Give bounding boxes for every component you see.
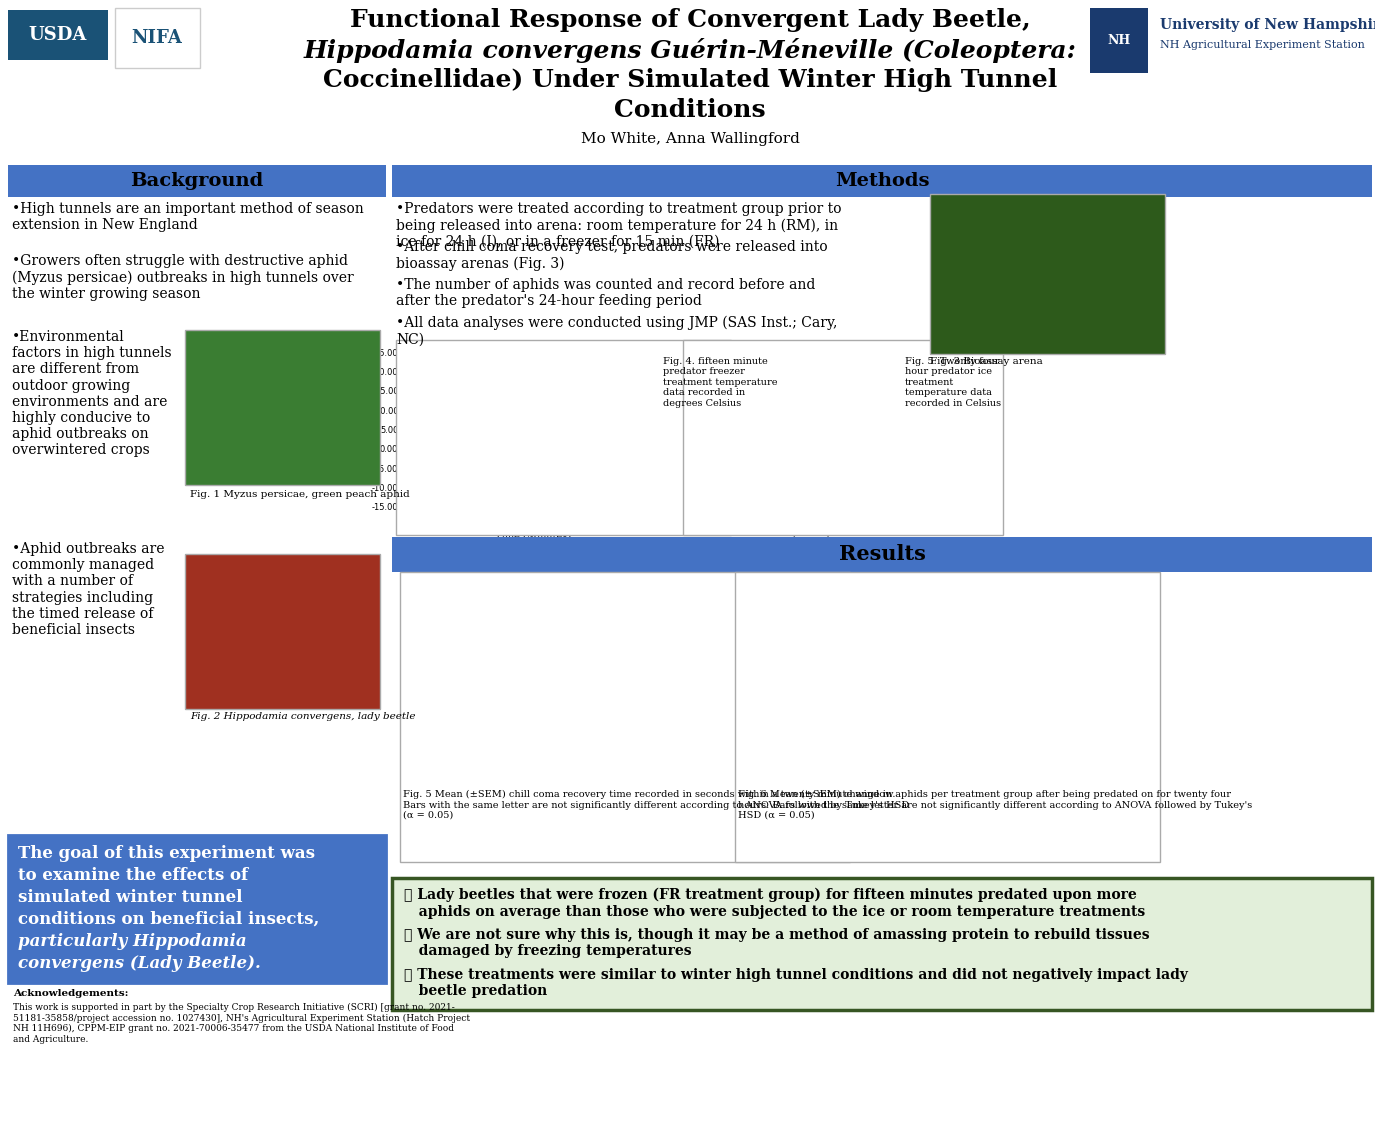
Text: University of New Hampshire: University of New Hampshire bbox=[1160, 18, 1375, 32]
Text: Fig. 3 Bioassay arena: Fig. 3 Bioassay arena bbox=[930, 357, 1042, 366]
Bar bbox=[1090, 8, 1148, 73]
Bar bbox=[8, 10, 109, 60]
Text: Fig. 5. Twenty four
hour predator ice
treatment
temperature data
recorded in Cel: Fig. 5. Twenty four hour predator ice tr… bbox=[905, 357, 1001, 407]
Y-axis label: Temperature (°C): Temperature (°C) bbox=[660, 386, 668, 472]
Bar bbox=[446, 660, 663, 699]
X-axis label: Predator Treatment Group: Predator Treatment Group bbox=[844, 807, 996, 817]
Text: B: B bbox=[1011, 709, 1019, 719]
Y-axis label: Temperature (°C): Temperature (°C) bbox=[358, 386, 366, 472]
Bar bbox=[392, 165, 1372, 197]
Text: NH: NH bbox=[1107, 34, 1130, 46]
Bar bbox=[396, 340, 732, 536]
Text: A: A bbox=[707, 747, 716, 760]
Text: ❖ These treatments were similar to winter high tunnel conditions and did not neg: ❖ These treatments were similar to winte… bbox=[404, 968, 1188, 998]
Bar bbox=[392, 878, 1372, 1010]
Bar bbox=[1090, 8, 1370, 73]
Text: •Environmental
factors in high tunnels
are different from
outdoor growing
enviro: •Environmental factors in high tunnels a… bbox=[12, 330, 172, 458]
Text: This work is supported in part by the Specialty Crop Research Initiative (SCRI) : This work is supported in part by the Sp… bbox=[12, 1004, 470, 1044]
Bar bbox=[186, 330, 380, 485]
Text: •After chill coma recovery test, predators were released into
bioassay arenas (F: •After chill coma recovery test, predato… bbox=[396, 240, 828, 271]
Text: Fig. 2 Hippodamia convergens, lady beetle: Fig. 2 Hippodamia convergens, lady beetl… bbox=[190, 712, 415, 721]
Text: Coccinellidae) Under Simulated Winter High Tunnel: Coccinellidae) Under Simulated Winter Hi… bbox=[323, 68, 1057, 92]
X-axis label: Time (Minutes): Time (Minutes) bbox=[495, 531, 571, 540]
Bar bbox=[991, 606, 1038, 741]
Text: A: A bbox=[821, 618, 829, 628]
Text: ❖ Lady beetles that were frozen (FR treatment group) for fifteen minutes predate: ❖ Lady beetles that were frozen (FR trea… bbox=[404, 888, 1145, 919]
Text: •Predators were treated according to treatment group prior to
being released int: •Predators were treated according to tre… bbox=[396, 202, 842, 249]
Text: NH Agricultural Experiment Station: NH Agricultural Experiment Station bbox=[1160, 40, 1365, 50]
Text: The goal of this experiment was: The goal of this experiment was bbox=[18, 845, 315, 862]
Text: C: C bbox=[1011, 749, 1019, 759]
Text: Fig. 1 Myzus persicae, green peach aphid: Fig. 1 Myzus persicae, green peach aphid bbox=[190, 490, 410, 500]
Text: USDA: USDA bbox=[29, 26, 87, 44]
Y-axis label: Predator Treatment Group: Predator Treatment Group bbox=[403, 604, 412, 755]
Text: Mo White, Anna Wallingford: Mo White, Anna Wallingford bbox=[580, 132, 799, 146]
Bar bbox=[8, 835, 386, 983]
Bar bbox=[446, 586, 560, 623]
Text: Fig. 6 Mean (±SEM) change in aphids per treatment group after being predated on : Fig. 6 Mean (±SEM) change in aphids per … bbox=[738, 790, 1253, 820]
Text: •The number of aphids was counted and record before and
after the predator's 24-: •The number of aphids was counted and re… bbox=[396, 278, 815, 308]
Text: •All data analyses were conducted using JMP (SAS Inst.; Cary,
NC): •All data analyses were conducted using … bbox=[396, 316, 837, 346]
Text: A: A bbox=[1011, 615, 1019, 626]
Bar bbox=[736, 572, 1160, 862]
Text: T: T bbox=[822, 592, 829, 602]
Text: •Growers often struggle with destructive aphid
(Myzus persicae) outbreaks in hig: •Growers often struggle with destructive… bbox=[12, 254, 353, 300]
Text: Fig. 4. fifteen minute
predator freezer
treatment temperature
data recorded in
d: Fig. 4. fifteen minute predator freezer … bbox=[663, 357, 777, 407]
X-axis label: Chill Coma Recovery Time (Seconds): Chill Coma Recovery Time (Seconds) bbox=[488, 808, 697, 818]
Text: ❖ We are not sure why this is, though it may be a method of amassing protein to : ❖ We are not sure why this is, though it… bbox=[404, 928, 1150, 958]
Text: •High tunnels are an important method of season
extension in New England: •High tunnels are an important method of… bbox=[12, 202, 364, 232]
Text: A: A bbox=[676, 673, 686, 686]
Text: Methods: Methods bbox=[835, 172, 930, 190]
Text: •Aphid outbreaks are
commonly managed
with a number of
strategies including
the : •Aphid outbreaks are commonly managed wi… bbox=[12, 542, 165, 637]
Text: B: B bbox=[916, 656, 924, 666]
Bar bbox=[896, 606, 943, 647]
Text: B: B bbox=[575, 598, 584, 612]
Text: Background: Background bbox=[131, 172, 264, 190]
Text: convergens (Lady Beetle).: convergens (Lady Beetle). bbox=[18, 955, 261, 972]
Bar bbox=[392, 537, 1372, 572]
Text: Fig. 5 Mean (±SEM) chill coma recovery time recorded in seconds within a twenty : Fig. 5 Mean (±SEM) chill coma recovery t… bbox=[403, 790, 909, 820]
Bar bbox=[400, 572, 850, 862]
Bar bbox=[186, 554, 380, 709]
Bar bbox=[8, 165, 386, 197]
Text: Acknowledgements:: Acknowledgements: bbox=[12, 989, 128, 998]
Text: A: A bbox=[916, 615, 924, 626]
Y-axis label: Mean Change in Aphid Population
After 24 Hours: Mean Change in Aphid Population After 24… bbox=[733, 583, 755, 776]
Bar bbox=[446, 736, 689, 773]
Bar bbox=[116, 8, 199, 68]
Text: to examine the effects of: to examine the effects of bbox=[18, 867, 247, 884]
Text: Hippodamia convergens Guérin-Méneville (Coleoptera:: Hippodamia convergens Guérin-Méneville (… bbox=[304, 38, 1077, 63]
Text: particularly Hippodamia: particularly Hippodamia bbox=[18, 933, 246, 950]
Bar bbox=[802, 606, 850, 612]
Text: conditions on beneficial insects,: conditions on beneficial insects, bbox=[18, 911, 319, 928]
Text: Results: Results bbox=[839, 544, 925, 565]
Text: Conditions: Conditions bbox=[615, 98, 766, 122]
Bar bbox=[683, 340, 1002, 536]
Text: NIFA: NIFA bbox=[132, 29, 183, 47]
Text: simulated winter tunnel: simulated winter tunnel bbox=[18, 889, 242, 906]
Bar bbox=[0, 0, 1375, 165]
Text: Functional Response of Convergent Lady Beetle,: Functional Response of Convergent Lady B… bbox=[349, 8, 1030, 32]
X-axis label: Time (Hours): Time (Hours) bbox=[765, 529, 830, 538]
Bar bbox=[930, 193, 1165, 354]
